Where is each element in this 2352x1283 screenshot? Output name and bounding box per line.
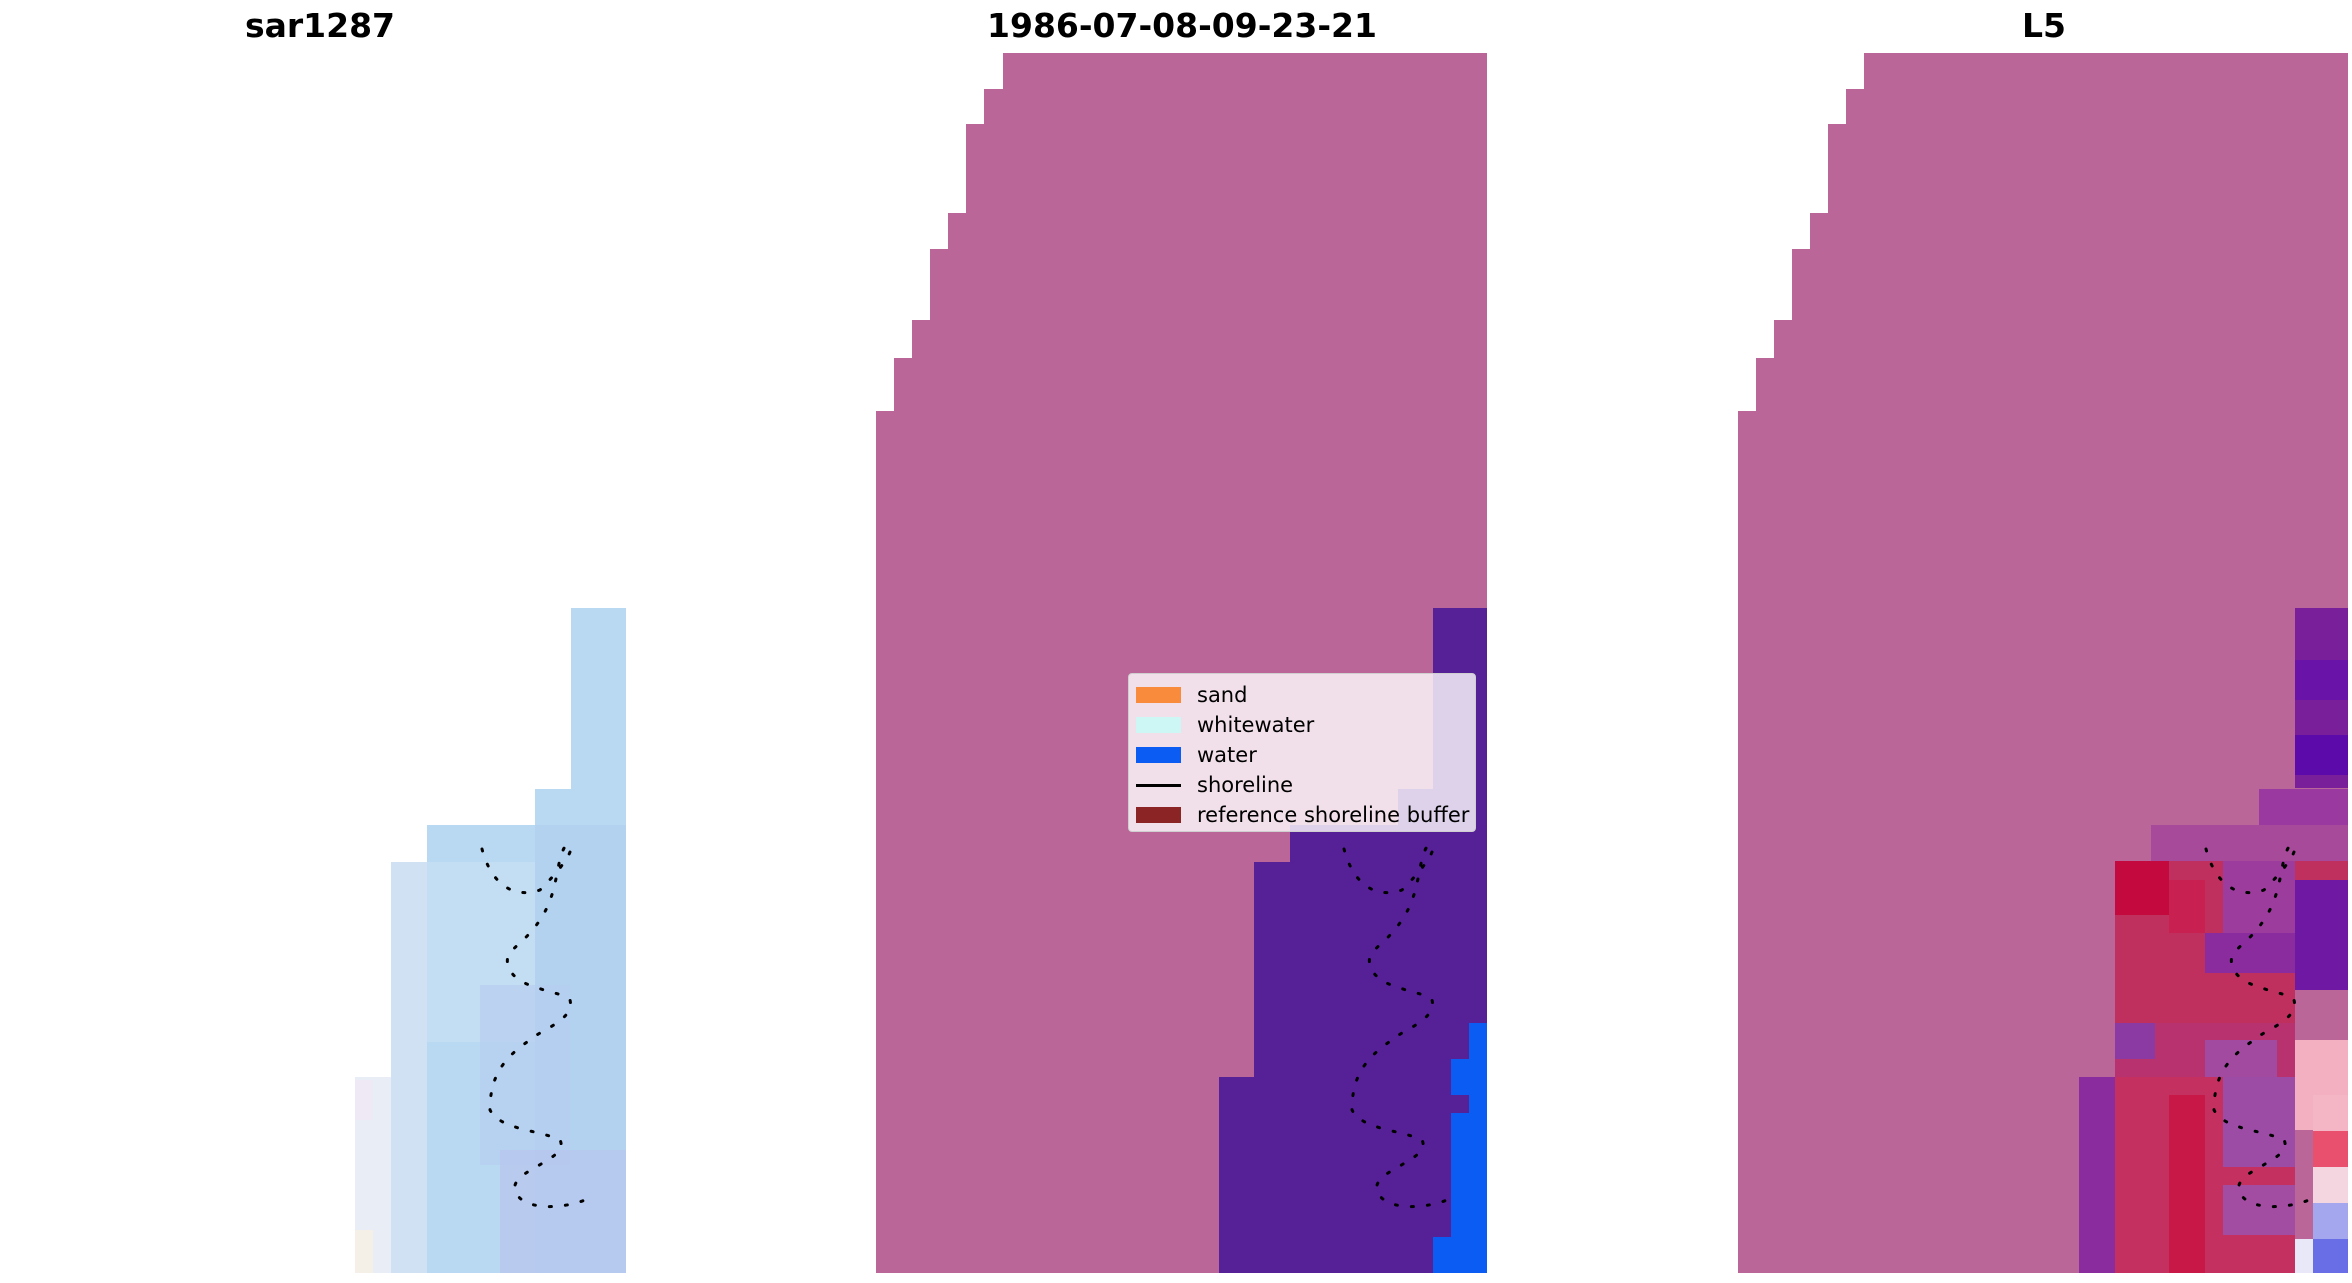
sar-image bbox=[355, 608, 626, 1273]
panel-title-l5: L5 bbox=[2022, 6, 2066, 45]
legend-item-shoreline: shoreline bbox=[1129, 770, 1475, 800]
classification-map bbox=[876, 53, 1487, 1273]
legend-item-whitewater: whitewater bbox=[1129, 710, 1475, 740]
legend-swatch-whitewater bbox=[1136, 717, 1181, 733]
legend-swatch-sand bbox=[1136, 687, 1181, 703]
legend-swatch-water bbox=[1136, 747, 1181, 763]
legend-swatch-reference-buffer bbox=[1136, 807, 1181, 823]
l5-map bbox=[1738, 53, 2348, 1273]
legend-swatch-shoreline bbox=[1136, 783, 1181, 787]
legend-item-sand: sand bbox=[1129, 680, 1475, 710]
panel-title-sar: sar1287 bbox=[244, 6, 396, 45]
panel-title-date: 1986-07-08-09-23-21 bbox=[987, 6, 1377, 45]
legend: sand whitewater water shoreline referenc… bbox=[1128, 673, 1476, 832]
legend-item-water: water bbox=[1129, 740, 1475, 770]
legend-item-reference-buffer: reference shoreline buffer bbox=[1129, 800, 1475, 830]
